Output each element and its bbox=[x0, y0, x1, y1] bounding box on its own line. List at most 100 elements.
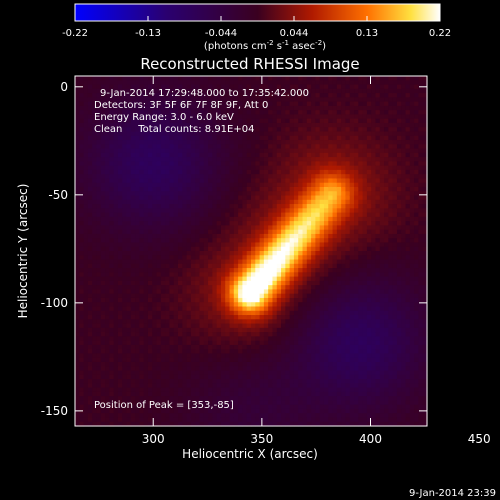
heatmap-cell bbox=[242, 114, 248, 120]
heatmap-cell bbox=[306, 340, 312, 346]
heatmap-cell bbox=[220, 233, 226, 239]
heatmap-cell bbox=[182, 140, 188, 145]
heatmap-cell bbox=[122, 400, 128, 406]
heatmap-cell bbox=[87, 263, 93, 269]
heatmap-cell bbox=[135, 259, 140, 265]
heatmap-cell bbox=[190, 212, 196, 218]
heatmap-cell bbox=[268, 233, 274, 239]
heatmap-cell bbox=[272, 174, 278, 180]
heatmap-cell bbox=[195, 101, 201, 107]
heatmap-cell bbox=[135, 293, 140, 299]
heatmap-cell bbox=[83, 182, 89, 188]
heatmap-cell bbox=[281, 353, 286, 359]
heatmap-cell bbox=[96, 208, 102, 214]
heatmap-cell bbox=[289, 353, 295, 359]
heatmap-cell bbox=[143, 88, 149, 94]
heatmap-cell bbox=[220, 105, 226, 111]
heatmap-cell bbox=[105, 302, 110, 308]
heatmap-cell bbox=[238, 344, 244, 350]
heatmap-cell bbox=[117, 204, 123, 209]
heatmap-cell bbox=[225, 276, 231, 282]
heatmap-cell bbox=[130, 152, 136, 158]
heatmap-cell bbox=[75, 178, 80, 184]
heatmap-cell bbox=[332, 195, 338, 201]
heatmap-cell bbox=[311, 344, 316, 350]
heatmap-cell bbox=[225, 327, 231, 333]
heatmap-cell bbox=[332, 182, 338, 188]
heatmap-cell bbox=[276, 93, 282, 98]
heatmap-cell bbox=[100, 80, 106, 86]
heatmap-cell bbox=[323, 357, 329, 363]
heatmap-cell bbox=[96, 225, 102, 231]
heatmap-cell bbox=[289, 122, 295, 128]
heatmap-cell bbox=[113, 413, 119, 419]
heatmap-cell bbox=[186, 289, 192, 295]
heatmap-cell bbox=[255, 186, 261, 192]
heatmap-cell bbox=[233, 417, 239, 423]
heatmap-cell bbox=[75, 246, 80, 252]
heatmap-cell bbox=[139, 357, 145, 363]
heatmap-cell bbox=[263, 263, 269, 269]
heatmap-cell bbox=[242, 289, 248, 295]
heatmap-cell bbox=[272, 336, 278, 342]
heatmap-cell bbox=[272, 272, 278, 278]
heatmap-cell bbox=[208, 400, 213, 406]
heatmap-cell bbox=[190, 199, 196, 205]
heatmap-cell bbox=[255, 344, 261, 350]
heatmap-cell bbox=[100, 408, 106, 414]
heatmap-cell bbox=[268, 391, 274, 397]
heatmap-cell bbox=[199, 306, 205, 312]
heatmap-cell bbox=[186, 391, 192, 397]
heatmap-cell bbox=[272, 229, 278, 235]
heatmap-cell bbox=[87, 110, 93, 116]
heatmap-cell bbox=[79, 229, 85, 235]
heatmap-cell bbox=[87, 327, 93, 333]
heatmap-cell bbox=[251, 225, 256, 231]
heatmap-cell bbox=[289, 336, 295, 342]
heatmap-cell bbox=[122, 174, 128, 180]
heatmap-cell bbox=[268, 97, 274, 103]
heatmap-cell bbox=[251, 400, 256, 406]
heatmap-cell bbox=[122, 178, 128, 184]
heatmap-cell bbox=[92, 374, 98, 380]
heatmap-cell bbox=[263, 127, 269, 133]
heatmap-cell bbox=[212, 361, 218, 367]
heatmap-cell bbox=[105, 122, 110, 128]
heatmap-cell bbox=[100, 349, 106, 355]
heatmap-cell bbox=[263, 340, 269, 346]
heatmap-cell bbox=[190, 208, 196, 214]
heatmap-cell bbox=[281, 238, 286, 244]
heatmap-cell bbox=[225, 182, 231, 188]
heatmap-cell bbox=[126, 229, 132, 235]
heatmap-cell bbox=[105, 233, 110, 239]
heatmap-cell bbox=[233, 357, 239, 363]
heatmap-cell bbox=[113, 383, 119, 389]
heatmap-cell bbox=[246, 93, 252, 98]
heatmap-cell bbox=[311, 101, 316, 107]
heatmap-cell bbox=[139, 118, 145, 124]
heatmap-cell bbox=[75, 216, 80, 222]
heatmap-cell bbox=[130, 383, 136, 389]
heatmap-cell bbox=[306, 272, 312, 278]
heatmap-cell bbox=[225, 93, 231, 98]
heatmap-cell bbox=[96, 114, 102, 120]
heatmap-cell bbox=[285, 238, 291, 244]
heatmap-cell bbox=[147, 127, 153, 133]
heatmap-cell bbox=[276, 165, 282, 171]
heatmap-cell bbox=[298, 152, 304, 158]
heatmap-cell bbox=[165, 332, 171, 337]
heatmap-cell bbox=[332, 221, 338, 226]
heatmap-cell bbox=[242, 84, 248, 90]
heatmap-cell bbox=[272, 310, 278, 316]
heatmap-cell bbox=[122, 366, 128, 372]
heatmap-cell bbox=[323, 191, 329, 197]
heatmap-cell bbox=[272, 366, 278, 372]
heatmap-cell bbox=[259, 140, 265, 145]
heatmap-cell bbox=[315, 297, 321, 303]
heatmap-cell bbox=[178, 157, 183, 162]
heatmap-cell bbox=[113, 131, 119, 137]
heatmap-cell bbox=[105, 88, 110, 94]
heatmap-cell bbox=[143, 349, 149, 355]
heatmap-cell bbox=[113, 229, 119, 235]
heatmap-cell bbox=[92, 76, 98, 81]
